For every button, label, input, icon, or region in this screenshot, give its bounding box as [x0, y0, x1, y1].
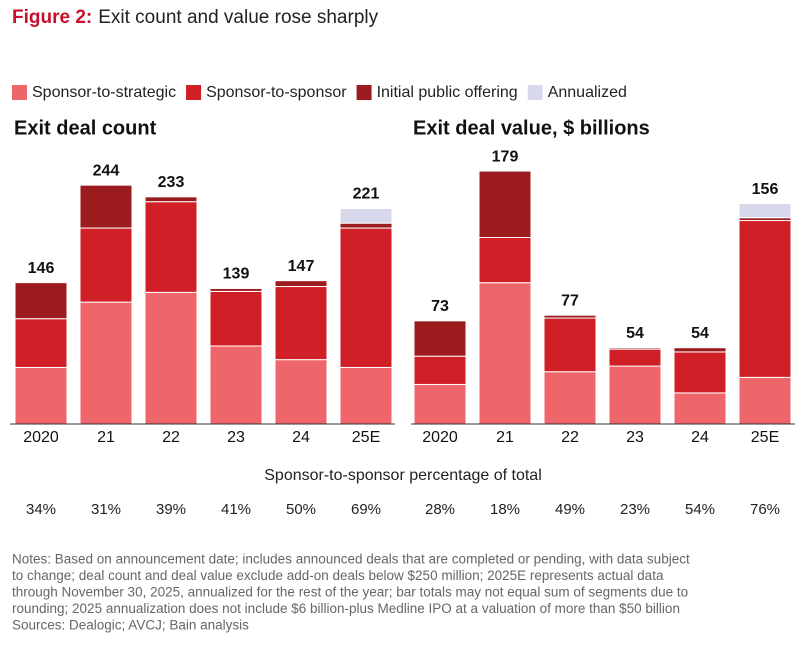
share-cell: 50% [286, 501, 316, 518]
legend-swatch [527, 85, 543, 100]
x-tick-label: 24 [691, 429, 709, 446]
bar-segment [209, 345, 263, 425]
bar-segment [144, 201, 198, 293]
total-label: 77 [561, 292, 579, 309]
bar-segment [339, 222, 393, 229]
share-cell: 39% [156, 501, 186, 518]
legend-swatch [356, 85, 372, 100]
x-tick-label: 25E [352, 429, 380, 446]
bar-segment [14, 318, 68, 368]
legend-swatch [12, 85, 27, 100]
total-label: 221 [353, 186, 380, 203]
bar-segment [79, 184, 133, 229]
bar-segment [543, 317, 597, 373]
bar-segment [274, 280, 328, 288]
note-line: rounding; 2025 annualization does not in… [12, 601, 680, 616]
x-tick-label: 24 [292, 429, 310, 446]
bar-segment [79, 227, 133, 303]
share-row-title: Sponsor-to-sponsor percentage of total [264, 467, 542, 484]
bar-segment [478, 170, 532, 238]
x-tick-label: 23 [227, 429, 245, 446]
bar-segment [209, 287, 263, 292]
share-cell: 49% [555, 501, 585, 518]
share-cell: 28% [425, 501, 455, 518]
legend-swatch [186, 85, 202, 100]
bar-segment [673, 351, 727, 394]
legend-label: Initial public offering [377, 84, 518, 101]
bar-segment [543, 314, 597, 319]
bar-segment [79, 301, 133, 425]
bar-segment [144, 291, 198, 425]
total-label: 244 [93, 162, 120, 179]
note-line: through November 30, 2025, annualized fo… [12, 585, 688, 600]
total-label: 139 [223, 266, 250, 283]
bar-segment [478, 236, 532, 284]
x-tick-label: 21 [496, 429, 514, 446]
bar-segment [274, 359, 328, 425]
figure-label: Figure 2: [12, 7, 92, 28]
legend-label: Sponsor-to-sponsor [206, 84, 347, 101]
x-tick-label: 2020 [422, 429, 458, 446]
bar-segment [608, 348, 662, 367]
note-line: Sources: Dealogic; AVCJ; Bain analysis [12, 618, 249, 633]
bar-segment [339, 227, 393, 368]
legend-label: Annualized [548, 84, 627, 101]
bar-segment [14, 282, 68, 320]
figure-title-text: Exit count and value rose sharply [98, 7, 378, 28]
share-cell: 23% [620, 501, 650, 518]
x-tick-label: 21 [97, 429, 115, 446]
share-cell: 18% [490, 501, 520, 518]
bar-segment [144, 196, 198, 203]
share-cell: 41% [221, 501, 251, 518]
x-tick-label: 23 [626, 429, 644, 446]
share-cell: 54% [685, 501, 715, 518]
share-cell: 76% [750, 501, 780, 518]
bar-segment [608, 365, 662, 425]
x-tick-label: 22 [561, 429, 579, 446]
total-label: 54 [691, 325, 709, 342]
legend-label: Sponsor-to-strategic [32, 84, 176, 101]
total-label: 233 [158, 174, 185, 191]
chart-title: Exit deal value, $ billions [413, 117, 650, 139]
bar-segment [413, 320, 467, 357]
share-cell: 34% [26, 501, 56, 518]
share-cell: 31% [91, 501, 121, 518]
total-label: 156 [752, 181, 779, 198]
bar-segment [543, 371, 597, 425]
total-label: 147 [288, 258, 315, 275]
total-label: 73 [431, 298, 449, 315]
bar-segment [738, 220, 792, 378]
total-label: 179 [492, 148, 519, 165]
bar-segment [339, 208, 393, 224]
chart-title: Exit deal count [14, 117, 157, 139]
note-line: to change; deal count and deal value exc… [12, 568, 664, 583]
share-cell: 69% [351, 501, 381, 518]
bar-segment [673, 392, 727, 425]
bar-segment [738, 203, 792, 219]
total-label: 146 [28, 260, 55, 277]
bar-segment [478, 282, 532, 425]
bar-segment [608, 347, 662, 350]
bar-segment [413, 355, 467, 385]
bar-segment [339, 366, 393, 425]
x-tick-label: 25E [751, 429, 779, 446]
bar-segment [274, 286, 328, 361]
total-label: 54 [626, 325, 644, 342]
figure-title: Figure 2: Exit count and value rose sharp… [12, 7, 379, 28]
x-tick-label: 2020 [23, 429, 59, 446]
bar-segment [209, 290, 263, 347]
x-tick-label: 22 [162, 429, 180, 446]
bar-segment [413, 383, 467, 425]
note-line: Notes: Based on announcement date; inclu… [12, 552, 690, 567]
bar-segment [14, 366, 68, 425]
bar-segment [738, 376, 792, 425]
bar-segment [673, 347, 727, 353]
